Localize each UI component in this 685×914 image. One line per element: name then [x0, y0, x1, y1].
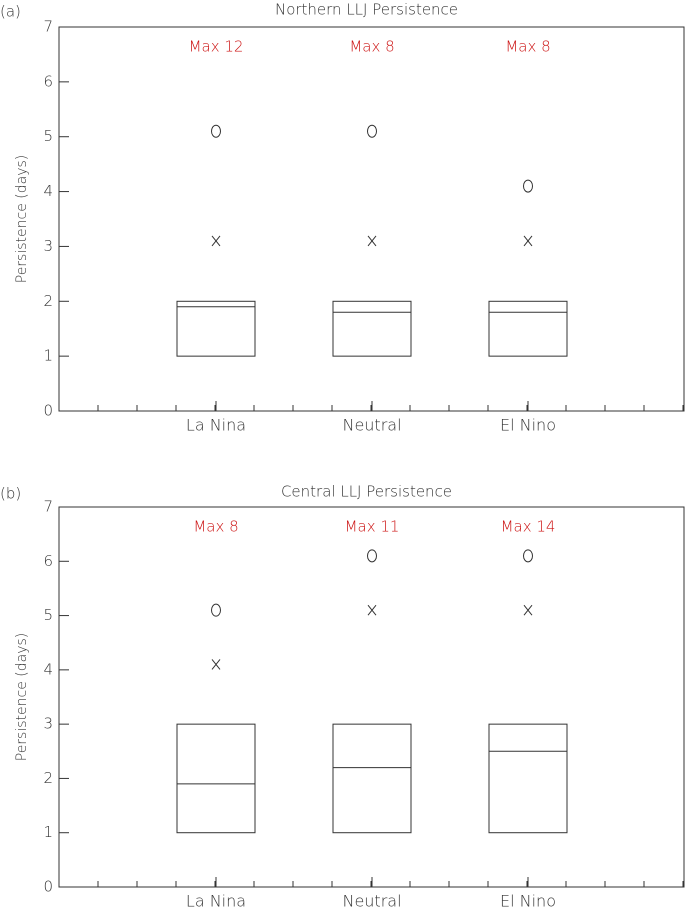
x-marker: [367, 604, 377, 616]
o-marker: [367, 124, 377, 138]
y-tick-label: 0: [43, 402, 53, 420]
x-marker-stroke: [211, 659, 221, 670]
x-tick-label: Neutral: [342, 892, 401, 911]
panel-label: (b): [0, 485, 21, 503]
o-marker: [367, 549, 377, 563]
y-tick-label: 5: [43, 127, 53, 145]
y-tick-label: 7: [43, 498, 53, 516]
y-tick-label: 5: [43, 606, 53, 624]
max-label: Max 11: [345, 518, 400, 536]
plot-frame: [58, 26, 685, 412]
max-label: Max 8: [349, 38, 394, 56]
y-tick-label: 0: [43, 878, 53, 896]
o-marker: [211, 124, 221, 138]
max-label: Max 8: [505, 38, 550, 56]
y-tick-label: 2: [43, 292, 53, 310]
box: [332, 723, 412, 834]
x-marker-stroke: [211, 235, 221, 247]
x-tick-label: La Nina: [186, 892, 246, 911]
box: [332, 300, 412, 357]
chart-title: Northern LLJ Persistence: [275, 1, 458, 19]
o-marker: [211, 603, 221, 617]
y-axis-label: Persistence (days): [14, 633, 30, 762]
x-marker: [211, 659, 221, 670]
x-marker: [523, 604, 533, 616]
y-tick-label: 3: [43, 715, 53, 733]
o-marker: [523, 179, 533, 193]
box: [176, 300, 256, 357]
x-tick-label: Neutral: [342, 416, 401, 435]
y-tick-label: 3: [43, 237, 53, 255]
x-marker-stroke: [367, 604, 377, 616]
y-tick-label: 1: [43, 347, 53, 365]
y-axis-label: Persistence (days): [14, 155, 30, 284]
x-marker: [523, 235, 533, 247]
x-tick-label: El Nino: [500, 892, 556, 911]
y-tick-label: 6: [43, 552, 53, 570]
o-marker: [523, 549, 533, 563]
x-marker-stroke: [367, 235, 377, 247]
x-tick-label: El Nino: [500, 416, 556, 435]
max-label: Max 14: [501, 518, 556, 536]
x-tick-label: La Nina: [186, 416, 246, 435]
y-tick-label: 7: [43, 18, 53, 36]
panel-label: (a): [0, 3, 21, 21]
x-marker: [367, 235, 377, 247]
y-tick-label: 1: [43, 823, 53, 841]
x-marker-stroke: [523, 235, 533, 247]
y-tick-label: 2: [43, 769, 53, 787]
y-tick-label: 4: [43, 182, 53, 200]
max-label: Max 12: [189, 38, 244, 56]
y-tick-label: 4: [43, 660, 53, 678]
box: [488, 723, 568, 834]
y-tick-label: 6: [43, 72, 53, 90]
chart-title: Central LLJ Persistence: [281, 483, 452, 501]
box: [176, 723, 256, 834]
x-marker: [211, 235, 221, 247]
max-label: Max 8: [193, 518, 238, 536]
box: [488, 300, 568, 357]
x-marker-stroke: [523, 604, 533, 616]
plot-frame: [58, 506, 685, 888]
